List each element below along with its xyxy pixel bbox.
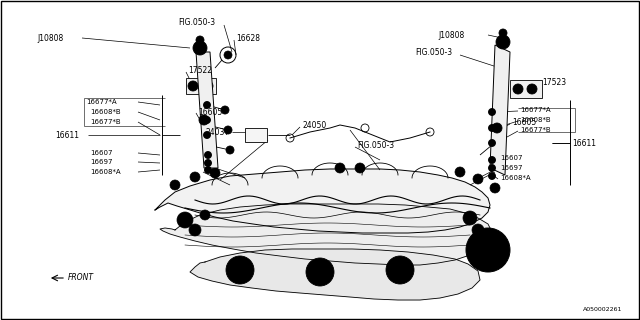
Circle shape	[466, 228, 510, 272]
Polygon shape	[190, 249, 480, 300]
Text: FIG.050-3: FIG.050-3	[357, 140, 394, 149]
Circle shape	[224, 51, 232, 59]
Circle shape	[490, 183, 500, 193]
Circle shape	[205, 159, 211, 166]
Text: 17523: 17523	[542, 77, 566, 86]
Text: 16697: 16697	[90, 159, 113, 165]
Circle shape	[513, 84, 523, 94]
Text: 16611: 16611	[572, 139, 596, 148]
Circle shape	[205, 166, 211, 173]
Circle shape	[488, 140, 495, 147]
Circle shape	[204, 132, 211, 139]
Circle shape	[355, 163, 365, 173]
Polygon shape	[196, 52, 218, 168]
Text: 16605: 16605	[512, 117, 536, 126]
Circle shape	[205, 151, 211, 158]
Polygon shape	[160, 204, 492, 265]
Circle shape	[221, 106, 229, 114]
Bar	[186, 78, 216, 94]
Circle shape	[488, 124, 495, 132]
Polygon shape	[490, 45, 510, 175]
Text: 16628: 16628	[236, 34, 260, 43]
Circle shape	[386, 256, 414, 284]
Text: 16608*A: 16608*A	[90, 169, 120, 175]
Circle shape	[499, 29, 507, 37]
Circle shape	[193, 41, 207, 55]
Circle shape	[190, 172, 200, 182]
Circle shape	[189, 224, 201, 236]
Circle shape	[488, 172, 495, 180]
Circle shape	[335, 163, 345, 173]
Circle shape	[170, 180, 180, 190]
Circle shape	[527, 84, 537, 94]
Circle shape	[488, 164, 495, 172]
Circle shape	[177, 212, 193, 228]
Circle shape	[306, 258, 334, 286]
Circle shape	[488, 156, 495, 164]
Text: 16608*A: 16608*A	[500, 175, 531, 181]
Text: 16677*A: 16677*A	[86, 99, 116, 105]
Circle shape	[226, 256, 254, 284]
Circle shape	[488, 108, 495, 116]
Text: 24037: 24037	[205, 127, 230, 137]
Text: 24050: 24050	[302, 121, 326, 130]
Circle shape	[203, 81, 213, 91]
Text: 17522: 17522	[188, 66, 212, 75]
Circle shape	[492, 123, 502, 133]
Text: 16607: 16607	[90, 150, 113, 156]
Text: 16608*B: 16608*B	[90, 109, 120, 115]
Circle shape	[199, 115, 209, 125]
Bar	[510, 80, 542, 98]
Circle shape	[496, 35, 510, 49]
Text: 16677*B: 16677*B	[90, 119, 120, 125]
Text: 16677*B: 16677*B	[520, 127, 550, 133]
Text: FIG.050-3: FIG.050-3	[415, 47, 452, 57]
Text: FIG.050-3: FIG.050-3	[178, 18, 215, 27]
Bar	[245, 128, 267, 142]
Circle shape	[472, 224, 484, 236]
Text: 16605: 16605	[198, 108, 222, 116]
Circle shape	[200, 210, 210, 220]
Circle shape	[473, 174, 483, 184]
Circle shape	[224, 126, 232, 134]
Text: J10808: J10808	[37, 34, 63, 43]
Circle shape	[188, 81, 198, 91]
Polygon shape	[155, 169, 490, 233]
Circle shape	[204, 101, 211, 108]
Text: 16697: 16697	[500, 165, 522, 171]
Circle shape	[455, 167, 465, 177]
Text: A050002261: A050002261	[582, 307, 622, 312]
Text: FRONT: FRONT	[68, 274, 94, 283]
Circle shape	[463, 211, 477, 225]
Circle shape	[204, 116, 211, 124]
Text: 16608*B: 16608*B	[520, 117, 550, 123]
Circle shape	[210, 168, 220, 178]
Text: J10808: J10808	[438, 30, 464, 39]
Text: 16677*A: 16677*A	[520, 107, 550, 113]
Circle shape	[226, 146, 234, 154]
Text: 16611: 16611	[55, 131, 79, 140]
Text: 16607: 16607	[500, 155, 522, 161]
Circle shape	[196, 36, 204, 44]
